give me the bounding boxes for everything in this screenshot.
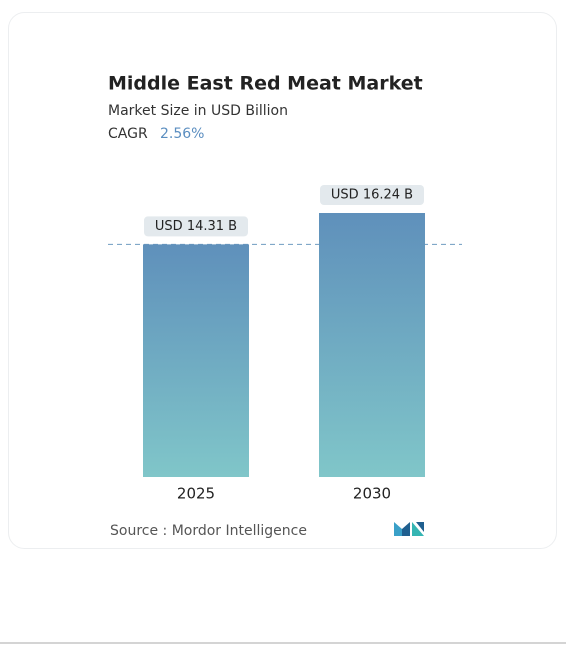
bar [319, 213, 425, 477]
logo [394, 522, 424, 536]
value-label: USD 16.24 B [331, 188, 413, 203]
value-label-box [320, 185, 424, 205]
cagr-label: CAGR [108, 126, 148, 142]
x-tick-label: 2030 [353, 485, 391, 503]
value-label: USD 14.31 B [155, 219, 237, 234]
value-label-box [144, 216, 248, 237]
source: Source : Mordor Intelligence [110, 523, 307, 539]
subtitle: Market Size in USD Billion [108, 103, 288, 119]
cagr-value: 2.56% [160, 126, 204, 142]
chart-title: Middle East Red Meat Market [108, 73, 423, 95]
x-tick-label: 2025 [177, 485, 215, 503]
bar [143, 244, 249, 477]
